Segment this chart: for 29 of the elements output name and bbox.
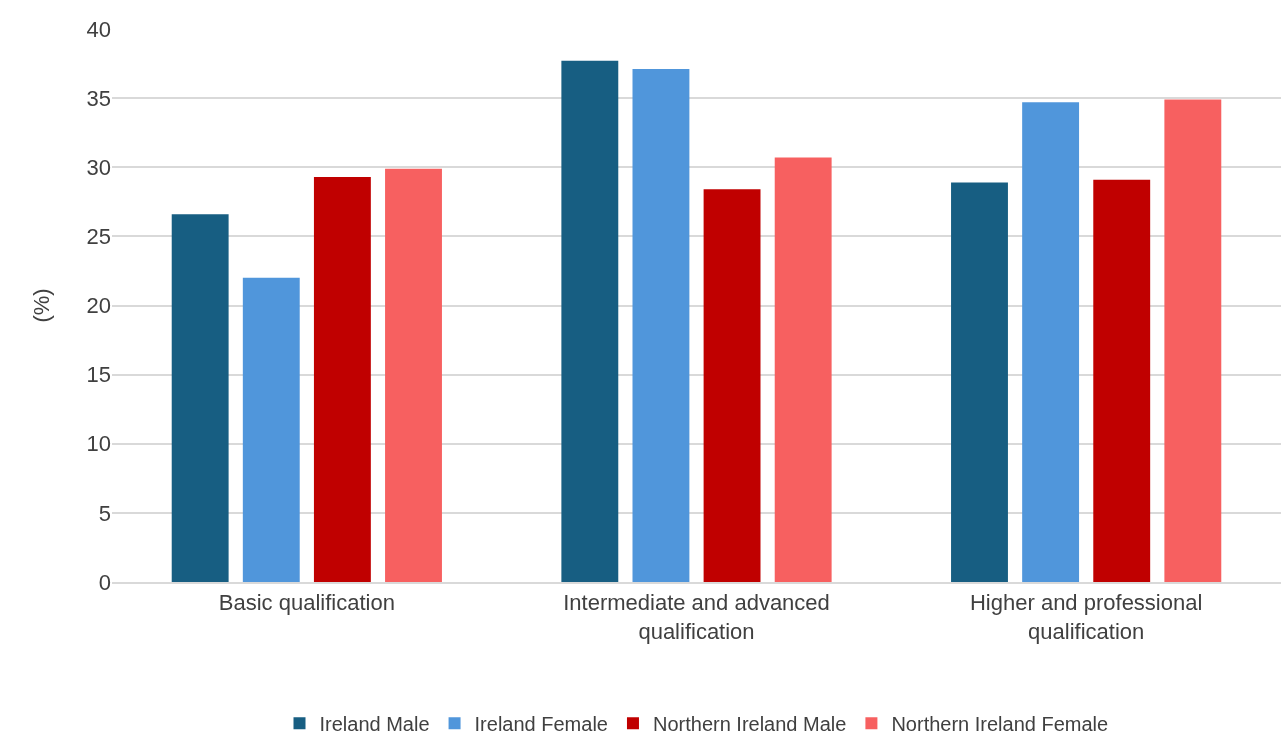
bar: [242, 277, 300, 582]
y-tick-label: 10: [86, 431, 111, 457]
y-tick-label: 30: [86, 154, 111, 180]
legend-label: Ireland Male: [319, 712, 430, 735]
legend-label: Ireland Female: [474, 712, 608, 735]
y-tick-label: 25: [86, 224, 111, 250]
bar: [774, 157, 832, 582]
y-tick-label: 20: [86, 293, 111, 319]
y-tick-label: 15: [86, 362, 111, 388]
y-tick-label: 40: [86, 16, 111, 42]
x-tick-label: Higher and professional qualification: [969, 590, 1203, 644]
y-axis-title: (%): [29, 288, 55, 323]
y-tick-label: 0: [98, 569, 111, 595]
x-tick-label: Intermediate and advanced qualification: [563, 590, 830, 644]
bar: [1093, 179, 1151, 582]
y-tick-label: 35: [86, 85, 111, 111]
bar: [703, 189, 761, 582]
legend-label: Northern Ireland Female: [891, 712, 1109, 735]
bar: [561, 60, 619, 582]
y-tick-label: 5: [98, 500, 111, 526]
legend-label: Northern Ireland Male: [652, 712, 847, 735]
bar: [385, 168, 442, 582]
bar: [1022, 102, 1080, 582]
x-tick-label: Basic qualification: [218, 590, 395, 616]
bar: [313, 176, 371, 582]
bar: [171, 214, 229, 582]
bar: [632, 69, 690, 582]
bar: [1164, 99, 1222, 582]
bar: [951, 182, 1008, 582]
